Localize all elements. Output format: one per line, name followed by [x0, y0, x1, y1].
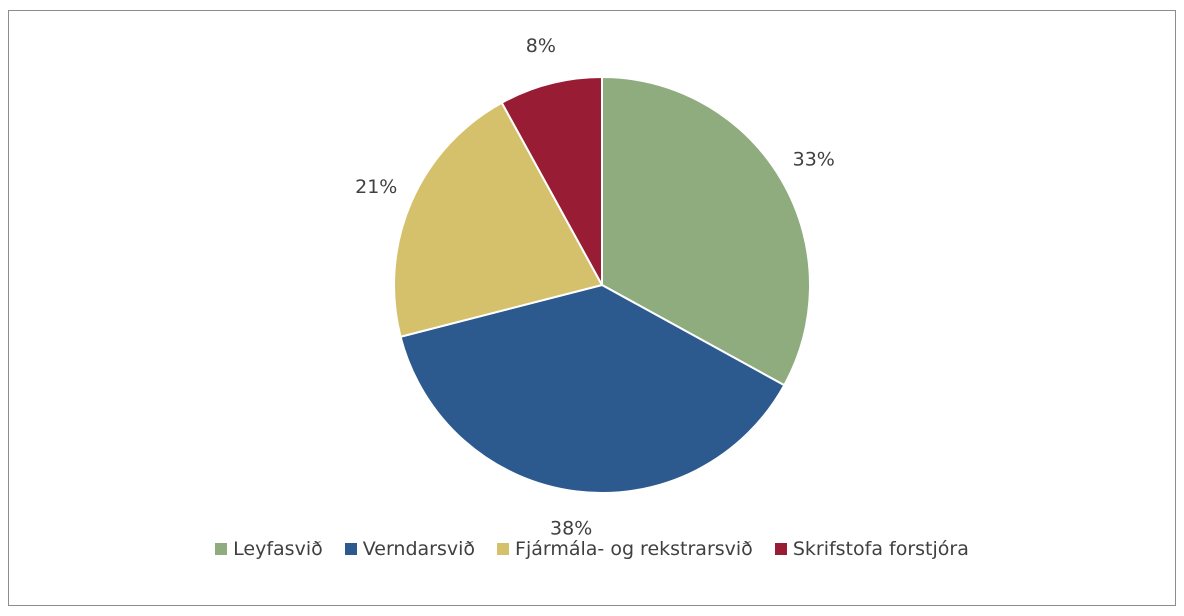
legend: Leyfasvið Verndarsvið Fjármála- og rekstra…	[0, 538, 1184, 560]
legend-item: Fjármála- og rekstrarsvið	[497, 538, 753, 560]
legend-label: Fjármála- og rekstrarsvið	[515, 538, 753, 560]
pie-slice	[500, 75, 603, 286]
legend-swatch	[344, 543, 357, 555]
legend-item: Skrifstofa forstjóra	[774, 538, 969, 560]
data-label: 8%	[526, 35, 556, 57]
legend-label: Skrifstofa forstjóra	[792, 538, 969, 560]
data-label: 38%	[550, 518, 592, 540]
data-label: 21%	[355, 176, 397, 198]
legend-swatch	[497, 543, 510, 555]
legend-item: Leyfasvið	[215, 538, 323, 560]
legend-item: Verndarsvið	[344, 538, 476, 560]
legend-label: Leyfasvið	[233, 538, 323, 560]
pie-slice	[393, 101, 604, 338]
pie-slice	[399, 283, 786, 494]
data-label: 33%	[793, 148, 835, 170]
legend-swatch	[215, 543, 228, 555]
legend-swatch	[774, 543, 787, 555]
legend-label: Verndarsvið	[362, 538, 476, 560]
pie-slice	[601, 75, 811, 387]
